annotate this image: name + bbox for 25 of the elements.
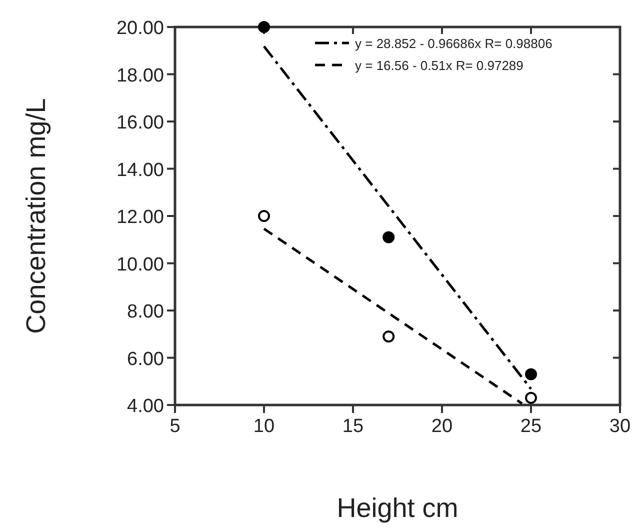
x-tick-label: 30 [609, 416, 631, 437]
point [525, 392, 537, 404]
x-axis-title: Height cm [336, 493, 458, 523]
y-tick-label: 6.00 [127, 348, 164, 370]
y-tick-label: 4.00 [127, 396, 164, 417]
x-tick-label: 20 [431, 416, 453, 437]
point [525, 368, 537, 380]
point [382, 330, 395, 342]
y-tick-label: 12.00 [116, 207, 164, 228]
y-tick-label: 14.00 [116, 160, 164, 181]
point [382, 231, 395, 244]
x-tick-label: 25 [520, 416, 542, 437]
point [258, 21, 270, 33]
y-tick-label: 16.00 [116, 112, 164, 134]
y-axis-title: Concentration mg/L [21, 98, 51, 334]
legend-label: y = 28.852 - 0.96686x R= 0.98806 [355, 36, 552, 51]
y-tick-label: 10.00 [116, 254, 164, 276]
point [258, 210, 270, 222]
x-tick-label: 15 [342, 416, 364, 437]
legend-label: y = 16.56 - 0.51x R= 0.97289 [355, 58, 524, 73]
y-tick-label: 18.00 [116, 65, 164, 86]
x-tick-label: 10 [253, 416, 275, 437]
x-tick-label: 5 [170, 416, 180, 437]
y-tick-label: 20.00 [116, 18, 164, 39]
y-tick-label: 8.00 [127, 302, 164, 322]
